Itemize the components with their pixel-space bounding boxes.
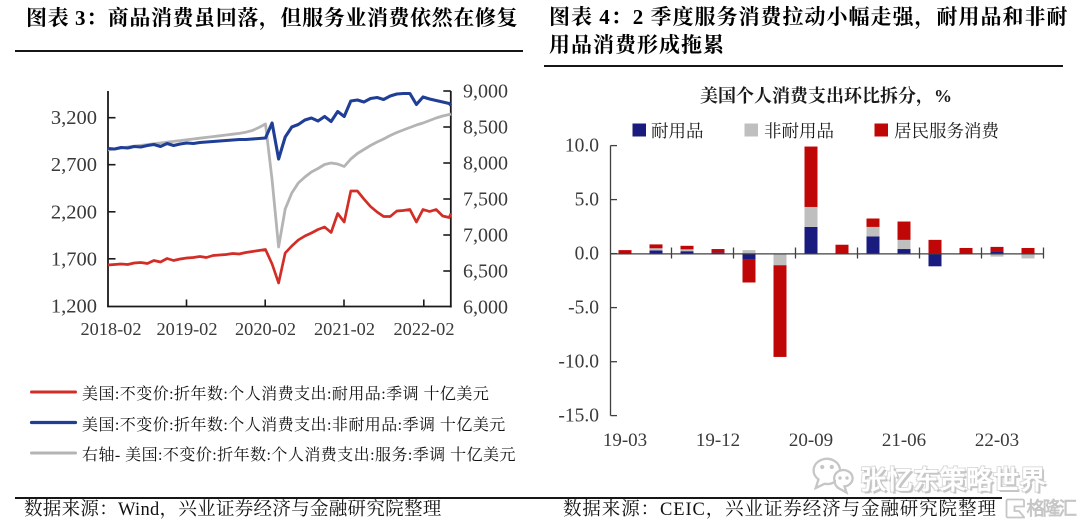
svg-text:格隆汇: 格隆汇 (1027, 498, 1077, 519)
svg-text:-5.0: -5.0 (568, 298, 599, 319)
svg-text:21-06: 21-06 (882, 430, 926, 451)
svg-text:5.0: 5.0 (575, 190, 599, 211)
svg-text:10.0: 10.0 (565, 136, 599, 157)
svg-text:2019-02: 2019-02 (157, 319, 218, 339)
svg-text:19-12: 19-12 (696, 430, 740, 451)
svg-text:1,200: 1,200 (51, 295, 97, 317)
svg-text:9,000: 9,000 (463, 81, 508, 103)
svg-text:19-03: 19-03 (603, 430, 647, 451)
svg-text:20-09: 20-09 (789, 430, 833, 451)
svg-text:8,000: 8,000 (463, 153, 508, 175)
svg-text:-15.0: -15.0 (558, 406, 599, 427)
svg-text:22-03: 22-03 (975, 430, 1019, 451)
svg-text:2022-02: 2022-02 (394, 319, 455, 339)
svg-text:2020-02: 2020-02 (235, 319, 296, 339)
svg-text:0.0: 0.0 (575, 244, 599, 265)
svg-text:7,500: 7,500 (463, 189, 508, 211)
svg-text:2018-02: 2018-02 (81, 319, 142, 339)
svg-text:8,500: 8,500 (463, 117, 508, 139)
svg-text:2,200: 2,200 (51, 201, 97, 223)
svg-text:2021-02: 2021-02 (314, 319, 375, 339)
svg-text:2,700: 2,700 (51, 154, 97, 176)
svg-text:1,700: 1,700 (51, 248, 97, 270)
svg-text:6,000: 6,000 (463, 297, 508, 319)
svg-text:7,000: 7,000 (463, 225, 508, 247)
svg-text:-10.0: -10.0 (558, 352, 599, 373)
svg-text:6,500: 6,500 (463, 261, 508, 283)
svg-text:3,200: 3,200 (51, 107, 97, 129)
